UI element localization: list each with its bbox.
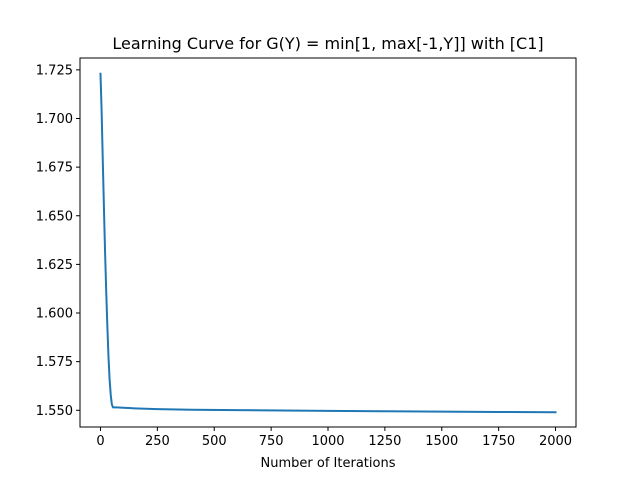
y-tick-label: 1.725 [36,63,73,78]
x-tick-label: 1250 [368,434,401,449]
chart-title: Learning Curve for G(Y) = min[1, max[-1,… [112,34,543,53]
x-tick-label: 0 [96,434,104,449]
x-tick-label: 1750 [482,434,515,449]
y-tick-label: 1.675 [36,161,73,176]
y-axis-ticks: 1.550 1.575 1.600 1.625 1.650 1.675 1.700 1.725 [36,63,80,419]
x-tick-label: 250 [145,434,170,449]
x-tick-label: 750 [259,434,284,449]
x-axis-ticks: 0 250 500 750 1000 1250 1500 1750 2000 [96,427,572,449]
y-tick-label: 1.575 [36,355,73,370]
plot-area [99,72,557,414]
y-tick-label: 1.550 [36,404,73,419]
y-tick-label: 1.625 [36,258,73,273]
x-tick-label: 1000 [311,434,344,449]
plot-frame [79,57,577,428]
x-axis-label: Number of Iterations [261,456,396,471]
x-tick-label: 2000 [539,434,572,449]
series-line-0 [99,72,557,414]
y-tick-label: 1.700 [36,112,73,127]
x-tick-label: 1500 [425,434,458,449]
y-tick-label: 1.600 [36,307,73,322]
x-tick-label: 500 [202,434,227,449]
y-tick-label: 1.650 [36,209,73,224]
